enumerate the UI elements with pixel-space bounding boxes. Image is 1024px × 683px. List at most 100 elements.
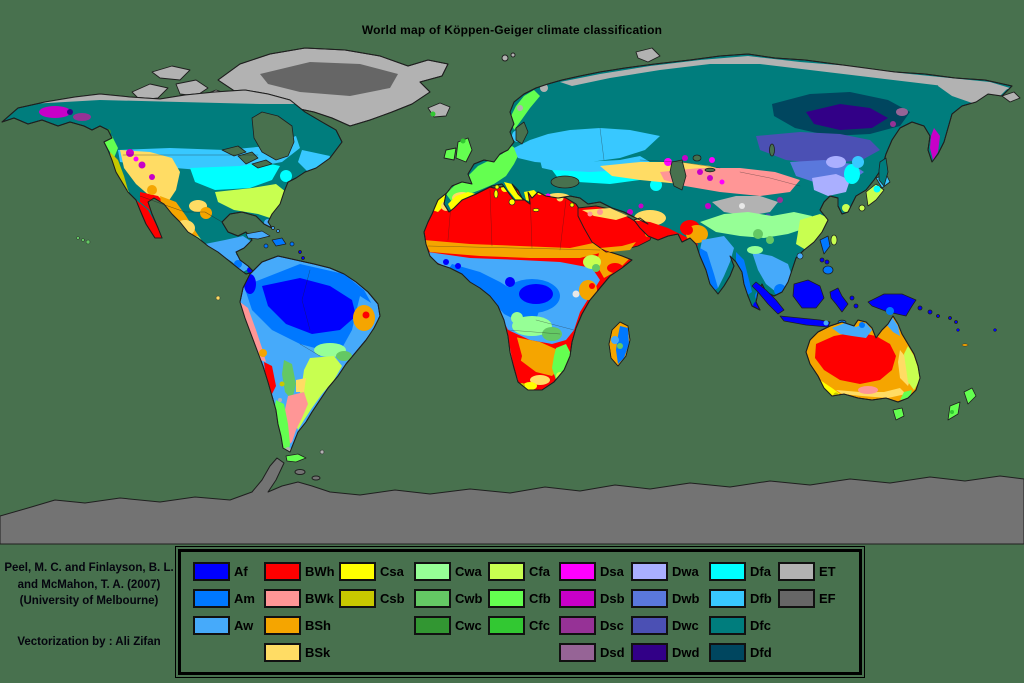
south-america <box>239 255 381 463</box>
great-lakes <box>221 145 247 157</box>
legend-item-Dsb: Dsb <box>559 585 631 612</box>
madagascar <box>608 321 631 367</box>
legend-swatch-Cfa <box>488 562 525 581</box>
iceland <box>427 102 451 118</box>
arabia <box>577 205 655 253</box>
legend-label-BWk: BWk <box>305 591 334 606</box>
antarctica <box>0 457 1024 545</box>
sakhalin <box>878 157 889 187</box>
legend-swatch-BWk <box>264 589 301 608</box>
legend-item-Dsa: Dsa <box>559 558 631 585</box>
australia <box>805 315 921 421</box>
legend-swatch-BSk <box>264 643 301 662</box>
legend-swatch-Cwb <box>414 589 451 608</box>
legend-label-Aw: Aw <box>234 618 254 633</box>
legend-label-BSh: BSh <box>305 618 331 633</box>
falklands <box>319 449 325 455</box>
legend-item-BWk: BWk <box>264 585 339 612</box>
legend-item-Dwc: Dwc <box>631 612 709 639</box>
legend-label-Dsa: Dsa <box>600 564 624 579</box>
caspian-sea <box>669 159 687 191</box>
legend-label-Dfc: Dfc <box>750 618 771 633</box>
legend-swatch-Csb <box>339 589 376 608</box>
legend-column: ET EF <box>778 558 838 666</box>
legend-column: Cfa Cfb Cfc <box>488 558 559 666</box>
legend-item-Cfb: Cfb <box>488 585 559 612</box>
legend-item-BSh: BSh <box>264 612 339 639</box>
legend-item-Cwa: Cwa <box>414 558 488 585</box>
legend-swatch-Dwb <box>631 589 668 608</box>
legend-label-Dwc: Dwc <box>672 618 699 633</box>
legend-item-Dfb: Dfb <box>709 585 778 612</box>
legend-swatch-Cwa <box>414 562 451 581</box>
baltic-sea <box>515 121 529 145</box>
tasmania <box>892 407 905 421</box>
legend-swatch-Dfc <box>709 616 746 635</box>
legend-item-Cfc: Cfc <box>488 612 559 639</box>
legend-item-Dsd: Dsd <box>559 639 631 666</box>
legend-item-Cwc: Cwc <box>414 612 488 639</box>
legend-label-Csb: Csb <box>380 591 405 606</box>
legend-item-Aw: Aw <box>193 612 264 639</box>
legend-item-Csb: Csb <box>339 585 414 612</box>
aral-sea <box>692 154 702 162</box>
legend-label-Cwc: Cwc <box>455 618 482 633</box>
legend-item-Am: Am <box>193 585 264 612</box>
legend-swatch-Dwd <box>631 643 668 662</box>
legend-label-BWh: BWh <box>305 564 335 579</box>
legend-label-BSk: BSk <box>305 645 331 660</box>
legend-label-Dfa: Dfa <box>750 564 771 579</box>
hudson-bay <box>251 111 295 161</box>
hainan <box>796 252 804 260</box>
legend-column: Dsa Dsb Dsc Dsd <box>559 558 631 666</box>
legend-label-Dwb: Dwb <box>672 591 700 606</box>
caribbean-islands <box>245 226 307 266</box>
attribution-line-1: Peel, M. C. and Finlayson, B. L. <box>4 562 174 574</box>
legend-column: Cwa Cwb Cwc <box>414 558 488 666</box>
legend-label-Cfc: Cfc <box>529 618 550 633</box>
lake-victoria <box>572 290 580 298</box>
attribution-line-3: (University of Melbourne) <box>19 595 159 608</box>
legend-columns: Af Am Aw BWh BWk BSh BSk Csa Csb Cwa Cwb Cwc Cfa Cfb C… <box>193 558 838 666</box>
legend-swatch-Csa <box>339 562 376 581</box>
legend-column: Dfa Dfb Dfc Dfd <box>709 558 778 666</box>
lake-baikal <box>769 143 775 157</box>
legend-label-Dsc: Dsc <box>600 618 624 633</box>
legend-label-Af: Af <box>234 564 248 579</box>
legend-item-Dwa: Dwa <box>631 558 709 585</box>
legend-item-EF: EF <box>778 585 838 612</box>
legend-item-ET: ET <box>778 558 838 585</box>
legend-column: Af Am Aw <box>193 558 264 666</box>
legend-label-Cfa: Cfa <box>529 564 550 579</box>
legend-column: Csa Csb <box>339 558 414 666</box>
legend-label-Dsd: Dsd <box>600 645 625 660</box>
black-sea <box>550 175 580 189</box>
new-zealand <box>947 387 977 421</box>
legend-swatch-Dfd <box>709 643 746 662</box>
legend-item-Dfa: Dfa <box>709 558 778 585</box>
legend-item-BWh: BWh <box>264 558 339 585</box>
legend-swatch-BWh <box>264 562 301 581</box>
legend-swatch-Dsd <box>559 643 596 662</box>
tierra-del-fuego <box>285 453 307 463</box>
legend-label-Dfb: Dfb <box>750 591 772 606</box>
legend-label-Csa: Csa <box>380 564 404 579</box>
legend-label-EF: EF <box>819 591 836 606</box>
legend-label-Cfb: Cfb <box>529 591 551 606</box>
legend-swatch-EF <box>778 589 815 608</box>
legend-label-Cwa: Cwa <box>455 564 482 579</box>
legend-swatch-Cfb <box>488 589 525 608</box>
legend-label-Cwb: Cwb <box>455 591 483 606</box>
legend-swatch-Dwc <box>631 616 668 635</box>
climate-legend: Af Am Aw BWh BWk BSh BSk Csa Csb Cwa Cwb Cwc Cfa Cfb C… <box>175 546 865 678</box>
legend-item-Dwd: Dwd <box>631 639 709 666</box>
legend-swatch-ET <box>778 562 815 581</box>
legend-item-Cfa: Cfa <box>488 558 559 585</box>
british-isles <box>443 137 473 163</box>
legend-item-BSk: BSk <box>264 639 339 666</box>
legend-column: Dwa Dwb Dwc Dwd <box>631 558 709 666</box>
page-title: World map of Köppen-Geiger climate class… <box>361 23 663 37</box>
legend-swatch-Dsb <box>559 589 596 608</box>
legend-item-Af: Af <box>193 558 264 585</box>
